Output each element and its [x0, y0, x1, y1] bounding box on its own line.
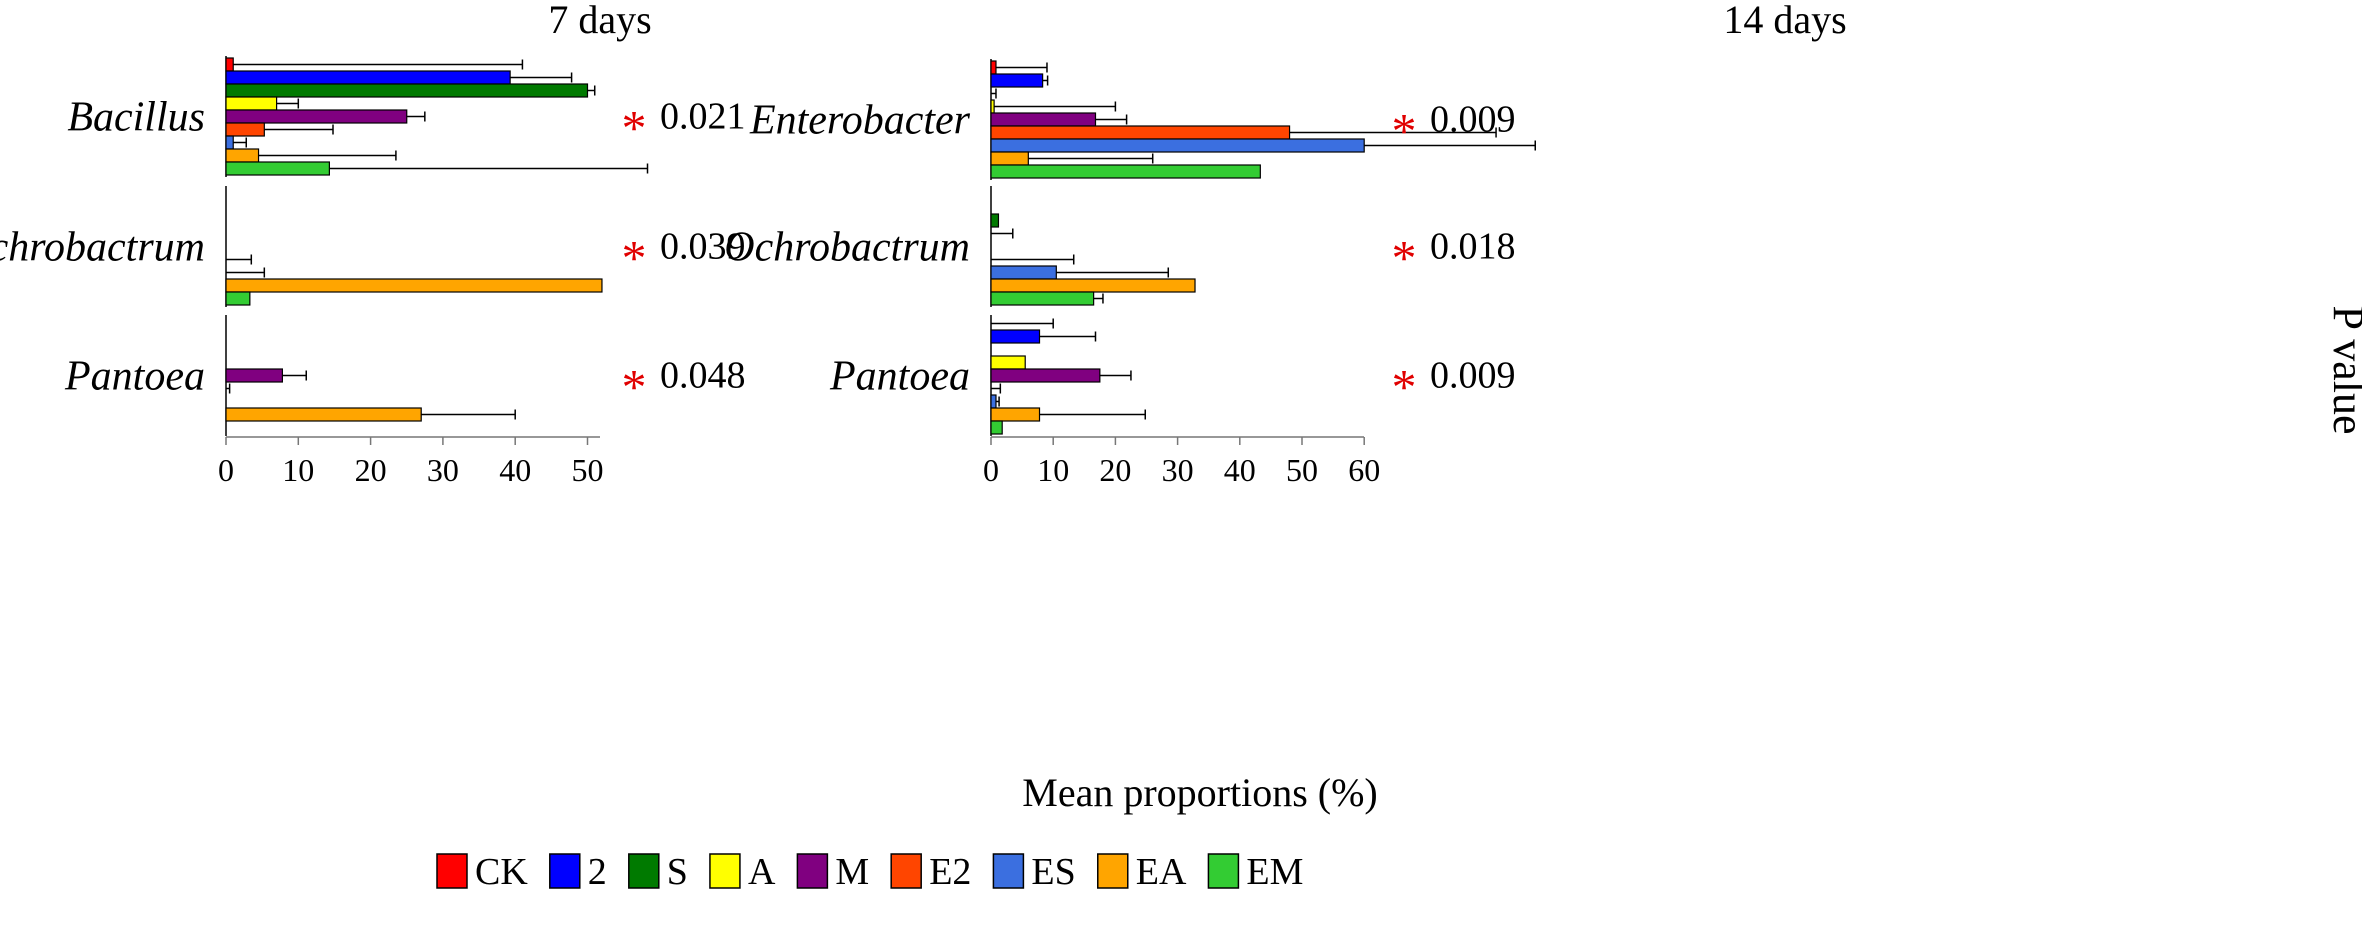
legend-label-em: EM — [1246, 851, 1303, 893]
bar-14d-pantoea-es — [990, 394, 997, 409]
genus-label-7d-ochrobactrum: Ochrobactrum — [0, 225, 205, 271]
x-tick-label-14d-0: 0 — [983, 452, 999, 488]
x-tick-label-14d-60: 60 — [1348, 452, 1380, 488]
legend: CK 2 S A M E2 ES EA EM — [436, 851, 1303, 893]
significance-star-14d-ochrobactrum: * — [1392, 230, 1417, 286]
bar-14d-ochrobactrum-s — [990, 213, 1000, 228]
legend-label-m: M — [835, 851, 869, 893]
bar-14d-pantoea-2 — [990, 329, 1041, 344]
legend-swatch-2 — [549, 853, 581, 889]
genus-label-7d-bacillus: Bacillus — [67, 95, 205, 141]
x-tick-label-7d-10: 10 — [282, 452, 314, 488]
panel-14-days: 14 days 0 10 20 30 40 50 60 Enterobacter * 0.009 O… — [724, 0, 1846, 488]
significance-star-14d-enterobacter: * — [1392, 103, 1417, 159]
bar-7d-bacillus-e2 — [225, 122, 265, 137]
legend-label-e2: E2 — [929, 851, 971, 893]
p-value-14d-enterobacter: 0.009 — [1430, 99, 1516, 141]
genus-label-7d-pantoea: Pantoea — [64, 354, 205, 400]
legend-label-es: ES — [1031, 851, 1075, 893]
p-value-7d-bacillus: 0.021 — [660, 96, 746, 138]
bar-14d-enterobacter-e2 — [990, 125, 1291, 140]
legend-label-ck: CK — [475, 851, 528, 893]
genus-label-14d-ochrobactrum: Ochrobactrum — [724, 225, 970, 271]
genus-label-14d-enterobacter: Enterobacter — [749, 98, 971, 144]
bar-7d-bacillus-2 — [225, 70, 511, 85]
legend-swatch-m — [796, 853, 829, 889]
x-tick-label-7d-30: 30 — [427, 452, 459, 488]
bar-7d-bacillus-em — [225, 161, 330, 176]
legend-swatch-ck — [436, 853, 468, 889]
bar-14d-pantoea-ea — [990, 407, 1041, 422]
legend-swatch-em — [1207, 853, 1240, 889]
bar-7d-bacillus-ea — [225, 148, 260, 163]
p-value-axis-label: P value — [2324, 305, 2362, 434]
x-tick-label-7d-0: 0 — [218, 452, 234, 488]
x-axis-label: Mean proportions (%) — [1022, 770, 1377, 815]
chart-title-14-days: 14 days — [1723, 0, 1846, 42]
bar-14d-enterobacter-ck — [990, 60, 997, 75]
legend-label-s: S — [667, 851, 688, 893]
x-tick-label-14d-10: 10 — [1037, 452, 1069, 488]
bar-7d-ochrobactrum-ea — [225, 278, 603, 293]
x-tick-label-14d-50: 50 — [1286, 452, 1318, 488]
legend-swatch-e2 — [890, 853, 922, 889]
x-tick-label-14d-20: 20 — [1099, 452, 1131, 488]
bar-7d-bacillus-es — [225, 135, 234, 150]
bar-14d-enterobacter-a — [990, 99, 995, 114]
bar-14d-ochrobactrum-em — [990, 291, 1095, 306]
bar-7d-bacillus-ck — [225, 57, 234, 72]
bar-14d-ochrobactrum-ea — [990, 278, 1196, 293]
chart-title-7-days: 7 days — [548, 0, 651, 42]
bar-14d-enterobacter-m — [990, 112, 1097, 127]
p-value-14d-pantoea: 0.009 — [1430, 355, 1516, 397]
p-value-7d-ochrobactrum: 0.039 — [660, 226, 746, 268]
legend-swatch-a — [709, 853, 741, 889]
x-tick-label-14d-30: 30 — [1162, 452, 1194, 488]
p-value-7d-pantoea: 0.048 — [660, 355, 746, 397]
x-tick-label-7d-20: 20 — [355, 452, 387, 488]
bar-14d-enterobacter-es — [990, 138, 1365, 153]
bar-7d-bacillus-m — [225, 109, 408, 124]
legend-swatch-ea — [1097, 853, 1129, 889]
bar-7d-ochrobactrum-em — [225, 291, 251, 306]
bar-14d-enterobacter-ea — [990, 151, 1029, 166]
bar-14d-ochrobactrum-es — [990, 265, 1057, 280]
bar-7d-bacillus-a — [225, 96, 278, 111]
x-tick-label-7d-50: 50 — [572, 452, 604, 488]
x-tick-label-7d-40: 40 — [499, 452, 531, 488]
legend-swatch-es — [992, 853, 1025, 889]
bar-14d-pantoea-m — [990, 368, 1101, 383]
significance-star-7d-bacillus: * — [622, 100, 647, 156]
p-value-14d-ochrobactrum: 0.018 — [1430, 226, 1516, 268]
x-tick-label-14d-40: 40 — [1224, 452, 1256, 488]
panel-7-days: 7 days 0 10 20 30 40 50 Bacillus * 0.021 Ochrobac… — [0, 0, 746, 488]
bar-7d-pantoea-ea — [225, 407, 422, 422]
bar-14d-pantoea-em — [990, 420, 1003, 435]
significance-star-7d-ochrobactrum: * — [622, 230, 647, 286]
bar-7d-pantoea-m — [225, 368, 283, 383]
bar-14d-pantoea-a — [990, 355, 1026, 370]
significance-star-7d-pantoea: * — [622, 359, 647, 415]
legend-label-ea: EA — [1136, 851, 1187, 893]
bar-14d-enterobacter-2 — [990, 73, 1044, 88]
bar-7d-bacillus-s — [225, 83, 589, 98]
significance-star-14d-pantoea: * — [1392, 359, 1417, 415]
legend-label-a: A — [748, 851, 776, 893]
legend-label-2: 2 — [588, 851, 607, 893]
legend-swatch-s — [628, 853, 660, 889]
genus-label-14d-pantoea: Pantoea — [829, 354, 970, 400]
bar-14d-enterobacter-em — [990, 164, 1261, 179]
